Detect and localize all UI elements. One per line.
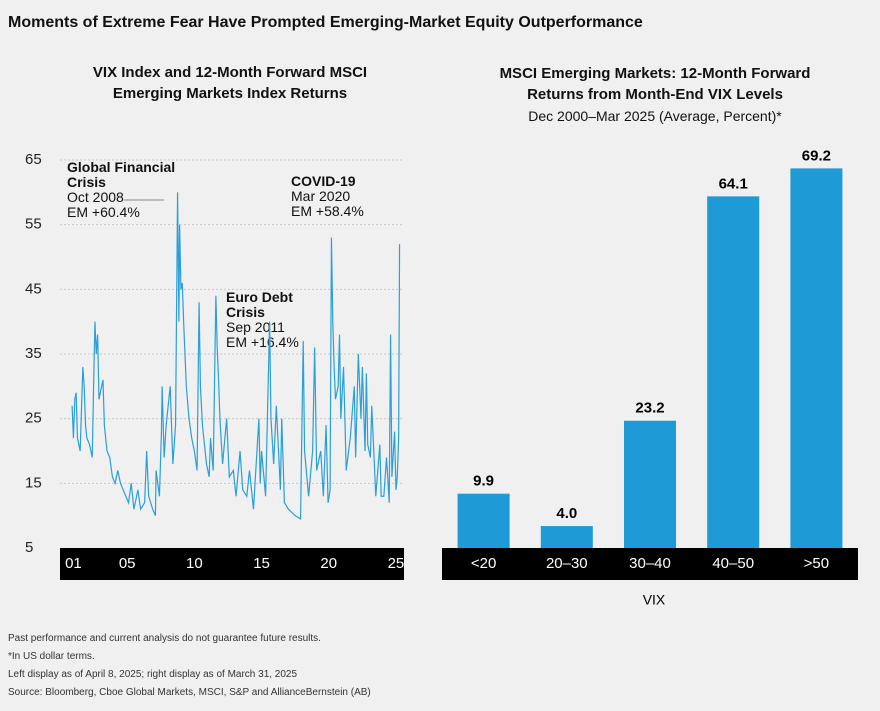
annotation-title: Euro Debt Crisis: [226, 289, 293, 320]
x-tick-label: 20–30: [546, 555, 588, 572]
y-tick-label: 35: [25, 345, 42, 362]
annotation: COVID-19 Mar 2020 EM +58.4%: [291, 174, 391, 219]
right-chart-title: MSCI Emerging Markets: 12-Month Forward …: [499, 65, 811, 103]
y-tick-label: 15: [25, 474, 42, 491]
page-title: Moments of Extreme Fear Have Prompted Em…: [8, 14, 643, 31]
bar: [790, 168, 843, 549]
footnote: *In US dollar terms.: [8, 651, 95, 662]
right-chart-subtitle: Dec 2000–Mar 2025 (Average, Percent)*: [528, 108, 782, 124]
value-label: 69.2: [802, 147, 831, 164]
value-label: 4.0: [556, 505, 577, 522]
vix-line: [71, 192, 401, 520]
annotation-note: EM +16.4%: [226, 334, 299, 350]
bar: [457, 493, 510, 548]
x-tick-label: <20: [471, 555, 496, 572]
x-tick-label: 05: [119, 555, 136, 572]
annotation-title: Global Financial Crisis: [67, 159, 176, 190]
y-tick-label: 5: [25, 539, 33, 556]
x-axis-band: [60, 548, 404, 580]
annotation-date: Oct 2008: [67, 189, 124, 205]
x-tick-label: 01: [65, 555, 82, 572]
y-tick-label: 45: [25, 280, 42, 297]
x-tick-label: >50: [804, 555, 829, 572]
x-tick-label: 10: [186, 555, 203, 572]
bar: [540, 526, 593, 548]
footnote: Left display as of April 8, 2025; right …: [8, 669, 298, 680]
footnote: Source: Bloomberg, Cboe Global Markets, …: [8, 687, 371, 698]
value-label: 9.9: [473, 473, 494, 490]
y-tick-label: 65: [25, 151, 42, 168]
y-tick-label: 25: [25, 410, 42, 427]
bar: [707, 196, 760, 548]
x-tick-label: 25: [388, 555, 405, 572]
x-tick-label: 30–40: [629, 555, 671, 572]
annotation-note: EM +60.4%: [67, 204, 140, 220]
annotation-note: EM +58.4%: [291, 203, 364, 219]
x-axis-label: VIX: [643, 592, 666, 608]
y-tick-label: 55: [25, 216, 42, 233]
bar: [624, 420, 676, 548]
annotation-date: Mar 2020: [291, 188, 351, 204]
x-tick-label: 40–50: [712, 555, 754, 572]
x-tick-label: 20: [320, 555, 337, 572]
left-chart-title: VIX Index and 12-Month Forward MSCI Emer…: [92, 64, 368, 102]
x-axis-band: [442, 548, 858, 580]
value-label: 23.2: [635, 400, 664, 417]
annotation-title: COVID-19: [291, 173, 356, 189]
value-label: 64.1: [719, 175, 748, 192]
x-tick-label: 15: [253, 555, 270, 572]
footnote: Past performance and current analysis do…: [8, 633, 321, 644]
annotation: Global Financial Crisis Oct 2008 EM +60.…: [67, 160, 197, 220]
